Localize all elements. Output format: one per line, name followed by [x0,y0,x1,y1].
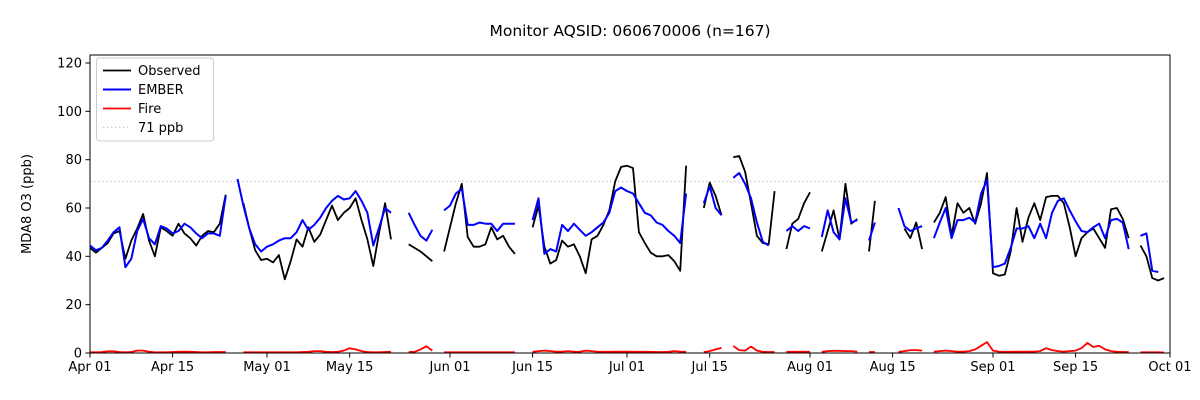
axes-frame [89,54,1171,354]
x-tick-label: Jul 01 [608,360,645,375]
y-tick-label: 0 [74,347,82,362]
x-tick-label: Aug 01 [787,360,833,375]
y-tick-label: 20 [65,298,82,313]
x-tick-label: Oct 01 [1148,360,1191,375]
y-tick-label: 80 [65,153,82,168]
observed-line [90,155,1165,282]
y-tick-label: 60 [65,202,82,217]
y-tick-label: 120 [57,57,82,72]
x-tick-label: Sep 01 [970,360,1015,375]
x-tick-label: Apr 15 [151,360,194,375]
x-tick-label: Jun 15 [511,360,553,375]
x-tick-label: Jul 15 [691,360,728,375]
plot-area: 0 20 40 60 80 100 120 Apr 01 Apr 15 May 01 May 15 J… [57,57,1191,376]
legend: Observed EMBER Fire 71 ppb [96,57,214,142]
legend-threshold-label: 71 ppb [138,121,183,136]
legend-frame [96,57,214,142]
x-tick-label: Aug 15 [870,360,916,375]
chart-title: Monitor AQSID: 060670006 (n=167) [489,22,770,40]
x-tick-label: May 15 [326,360,374,375]
x-tick-label: Apr 01 [68,360,111,375]
x-tick-label: Sep 15 [1053,360,1098,375]
y-axis-label: MDA8 O3 (ppb) [20,154,35,254]
legend-fire-label: Fire [138,102,161,117]
y-tick-label: 100 [57,105,82,120]
legend-ember-label: EMBER [138,83,184,98]
x-tick-label: Jun 01 [429,360,471,375]
fire-line [90,341,1165,353]
ember-line [90,172,1159,273]
legend-observed-label: Observed [138,64,201,79]
x-tick-label: May 01 [243,360,291,375]
y-tick-label: 40 [65,250,82,265]
